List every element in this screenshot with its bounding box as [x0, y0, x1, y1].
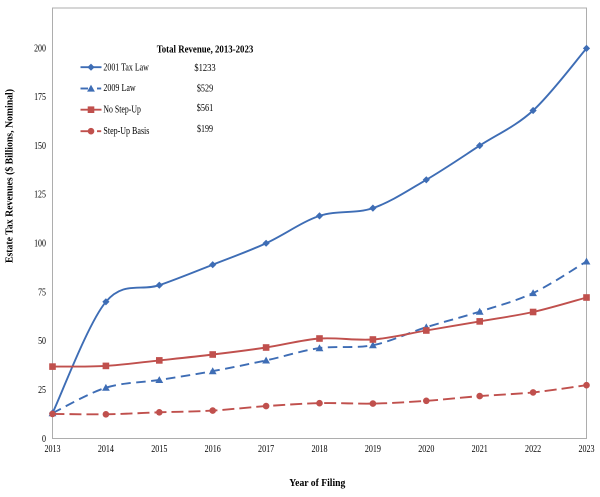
svg-text:$1233: $1233 [194, 62, 216, 74]
svg-text:175: 175 [34, 92, 46, 103]
svg-text:2014: 2014 [98, 444, 114, 455]
svg-text:0: 0 [42, 434, 46, 445]
svg-text:50: 50 [38, 336, 46, 347]
svg-text:2009 Law: 2009 Law [103, 82, 135, 94]
svg-text:75: 75 [38, 287, 46, 298]
svg-text:2018: 2018 [311, 444, 327, 455]
svg-text:2017: 2017 [258, 444, 274, 455]
svg-text:Step-Up Basis: Step-Up Basis [103, 125, 149, 137]
svg-text:2022: 2022 [525, 444, 541, 455]
svg-text:2015: 2015 [151, 444, 167, 455]
svg-text:Estate Tax Revenues ($ Billion: Estate Tax Revenues ($ Billions, Nominal… [5, 89, 16, 263]
svg-text:Total Revenue, 2013-2023: Total Revenue, 2013-2023 [157, 44, 254, 56]
svg-text:100: 100 [34, 239, 46, 250]
svg-text:150: 150 [34, 141, 46, 152]
svg-text:2020: 2020 [418, 444, 434, 455]
svg-text:125: 125 [34, 190, 46, 201]
svg-text:$199: $199 [197, 123, 213, 135]
svg-text:2013: 2013 [44, 444, 60, 455]
svg-text:2019: 2019 [365, 444, 381, 455]
svg-text:$529: $529 [197, 82, 214, 94]
svg-text:2023: 2023 [578, 444, 594, 455]
svg-text:No Step-Up: No Step-Up [103, 103, 141, 115]
svg-text:25: 25 [38, 385, 46, 396]
svg-text:200: 200 [34, 43, 46, 54]
svg-text:2016: 2016 [205, 444, 221, 455]
svg-text:2021: 2021 [472, 444, 488, 455]
svg-text:$561: $561 [197, 102, 214, 114]
svg-text:Year of Filing: Year of Filing [289, 477, 345, 489]
svg-text:2001 Tax Law: 2001 Tax Law [103, 62, 149, 74]
